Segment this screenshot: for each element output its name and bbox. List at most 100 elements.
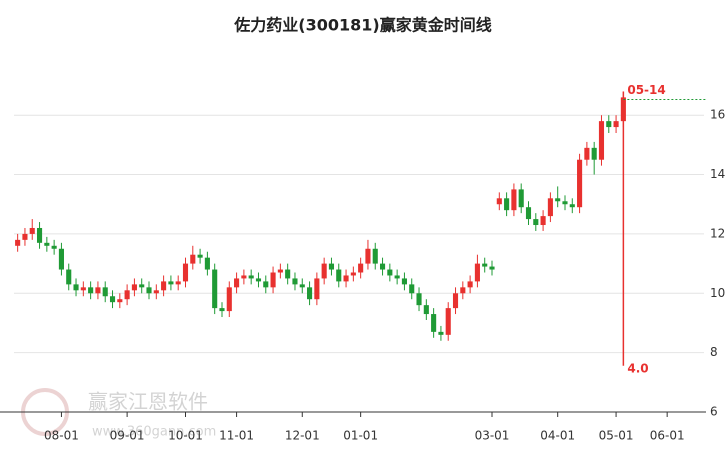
candle-body <box>540 216 546 226</box>
candle-body <box>139 284 145 288</box>
candle-body <box>161 281 167 291</box>
candle-body <box>270 272 276 288</box>
candle-body <box>153 290 159 294</box>
candle-body <box>387 269 393 276</box>
candle-body <box>598 121 605 160</box>
candle-body <box>350 272 356 276</box>
candle-body <box>255 278 262 282</box>
y-tick-label: 12 <box>710 226 725 240</box>
candle-body <box>124 290 130 300</box>
candle-body <box>416 293 422 306</box>
candle-body <box>569 204 575 208</box>
x-tick-label: 01-01 <box>343 429 378 443</box>
candle-body <box>285 269 291 279</box>
candle-body <box>168 281 174 285</box>
annotation: 4.0 <box>627 361 648 375</box>
candle-body <box>562 201 568 205</box>
candle-body <box>204 257 210 270</box>
candle-body <box>489 266 495 270</box>
candle-body <box>613 121 619 128</box>
candle-body <box>292 278 298 285</box>
candle-body <box>95 287 101 294</box>
candle-body <box>248 275 254 279</box>
candle-body <box>358 263 364 273</box>
watermark-text: 赢家江恩软件 <box>88 390 208 414</box>
candle-body <box>226 287 232 312</box>
candle-body <box>277 269 283 273</box>
candle-body <box>423 305 429 315</box>
candle-body <box>109 296 116 303</box>
candle-body <box>577 159 583 208</box>
candle-body <box>445 308 451 335</box>
candle-body <box>584 147 590 160</box>
candle-body <box>409 284 415 294</box>
candle-body <box>591 147 597 160</box>
candle-body <box>182 263 189 282</box>
candle-body <box>36 227 43 243</box>
y-tick-label: 8 <box>710 345 718 359</box>
x-tick-label: 08-01 <box>44 429 79 443</box>
x-tick-label: 09-01 <box>110 429 145 443</box>
candle-body <box>511 189 517 211</box>
y-tick-label: 14 <box>710 167 725 181</box>
candle-body <box>606 121 612 128</box>
candle-body <box>44 242 50 246</box>
candle-body <box>379 263 386 270</box>
candle-body <box>197 254 203 258</box>
candle-body <box>51 245 57 249</box>
candle-body <box>219 308 225 312</box>
candle-body <box>547 198 553 217</box>
candle-body <box>80 287 86 291</box>
candle-body <box>241 275 247 279</box>
x-tick-label: 03-01 <box>475 429 510 443</box>
candle-body <box>452 293 459 309</box>
candle-body <box>175 281 181 285</box>
candle-body <box>496 198 502 205</box>
x-tick-label: 04-01 <box>540 429 575 443</box>
candle-body <box>73 284 79 291</box>
candle-body <box>299 284 305 288</box>
candle-body <box>431 314 437 332</box>
y-tick-label: 10 <box>710 286 725 300</box>
x-tick-label: 12-01 <box>285 429 320 443</box>
x-tick-label: 11-01 <box>219 429 254 443</box>
candle-body <box>525 207 532 220</box>
candle-body <box>438 331 444 335</box>
watermark: 赢家江恩软件 www.360gann.com <box>21 388 216 440</box>
candle-body <box>66 269 72 285</box>
candle-body <box>190 254 196 264</box>
candle-body <box>401 278 407 285</box>
y-tick-label: 6 <box>710 405 718 419</box>
candle-body <box>22 233 28 240</box>
candle-body <box>533 219 539 226</box>
candle-body <box>117 299 123 303</box>
candle-body <box>518 189 524 208</box>
chart-title: 佐力药业(300181)赢家黄金时间线 <box>233 16 491 35</box>
candle-body <box>474 263 480 282</box>
candle-body <box>102 287 108 297</box>
candle-body <box>146 287 152 294</box>
candle-body <box>29 227 35 234</box>
candle-body <box>365 248 371 264</box>
candle-body <box>131 284 137 291</box>
x-tick-label: 10-01 <box>168 429 203 443</box>
candle-body <box>555 198 561 202</box>
candle-body <box>88 287 94 294</box>
candle-body <box>321 263 327 279</box>
candle-body <box>234 278 240 288</box>
candle-body <box>394 275 400 279</box>
candle-body <box>212 269 218 309</box>
candle-body <box>307 287 313 300</box>
candle-body <box>336 269 342 282</box>
x-tick-label: 06-01 <box>650 429 685 443</box>
candle-body <box>343 275 349 282</box>
candle-body <box>482 263 488 267</box>
candle-body <box>460 287 466 294</box>
candle-body <box>504 198 510 211</box>
candle-body <box>314 278 320 300</box>
x-tick-label: 05-01 <box>599 429 634 443</box>
candle-body <box>467 281 473 288</box>
watermark-url: www.360gann.com <box>92 425 216 440</box>
candle-body <box>58 248 64 270</box>
